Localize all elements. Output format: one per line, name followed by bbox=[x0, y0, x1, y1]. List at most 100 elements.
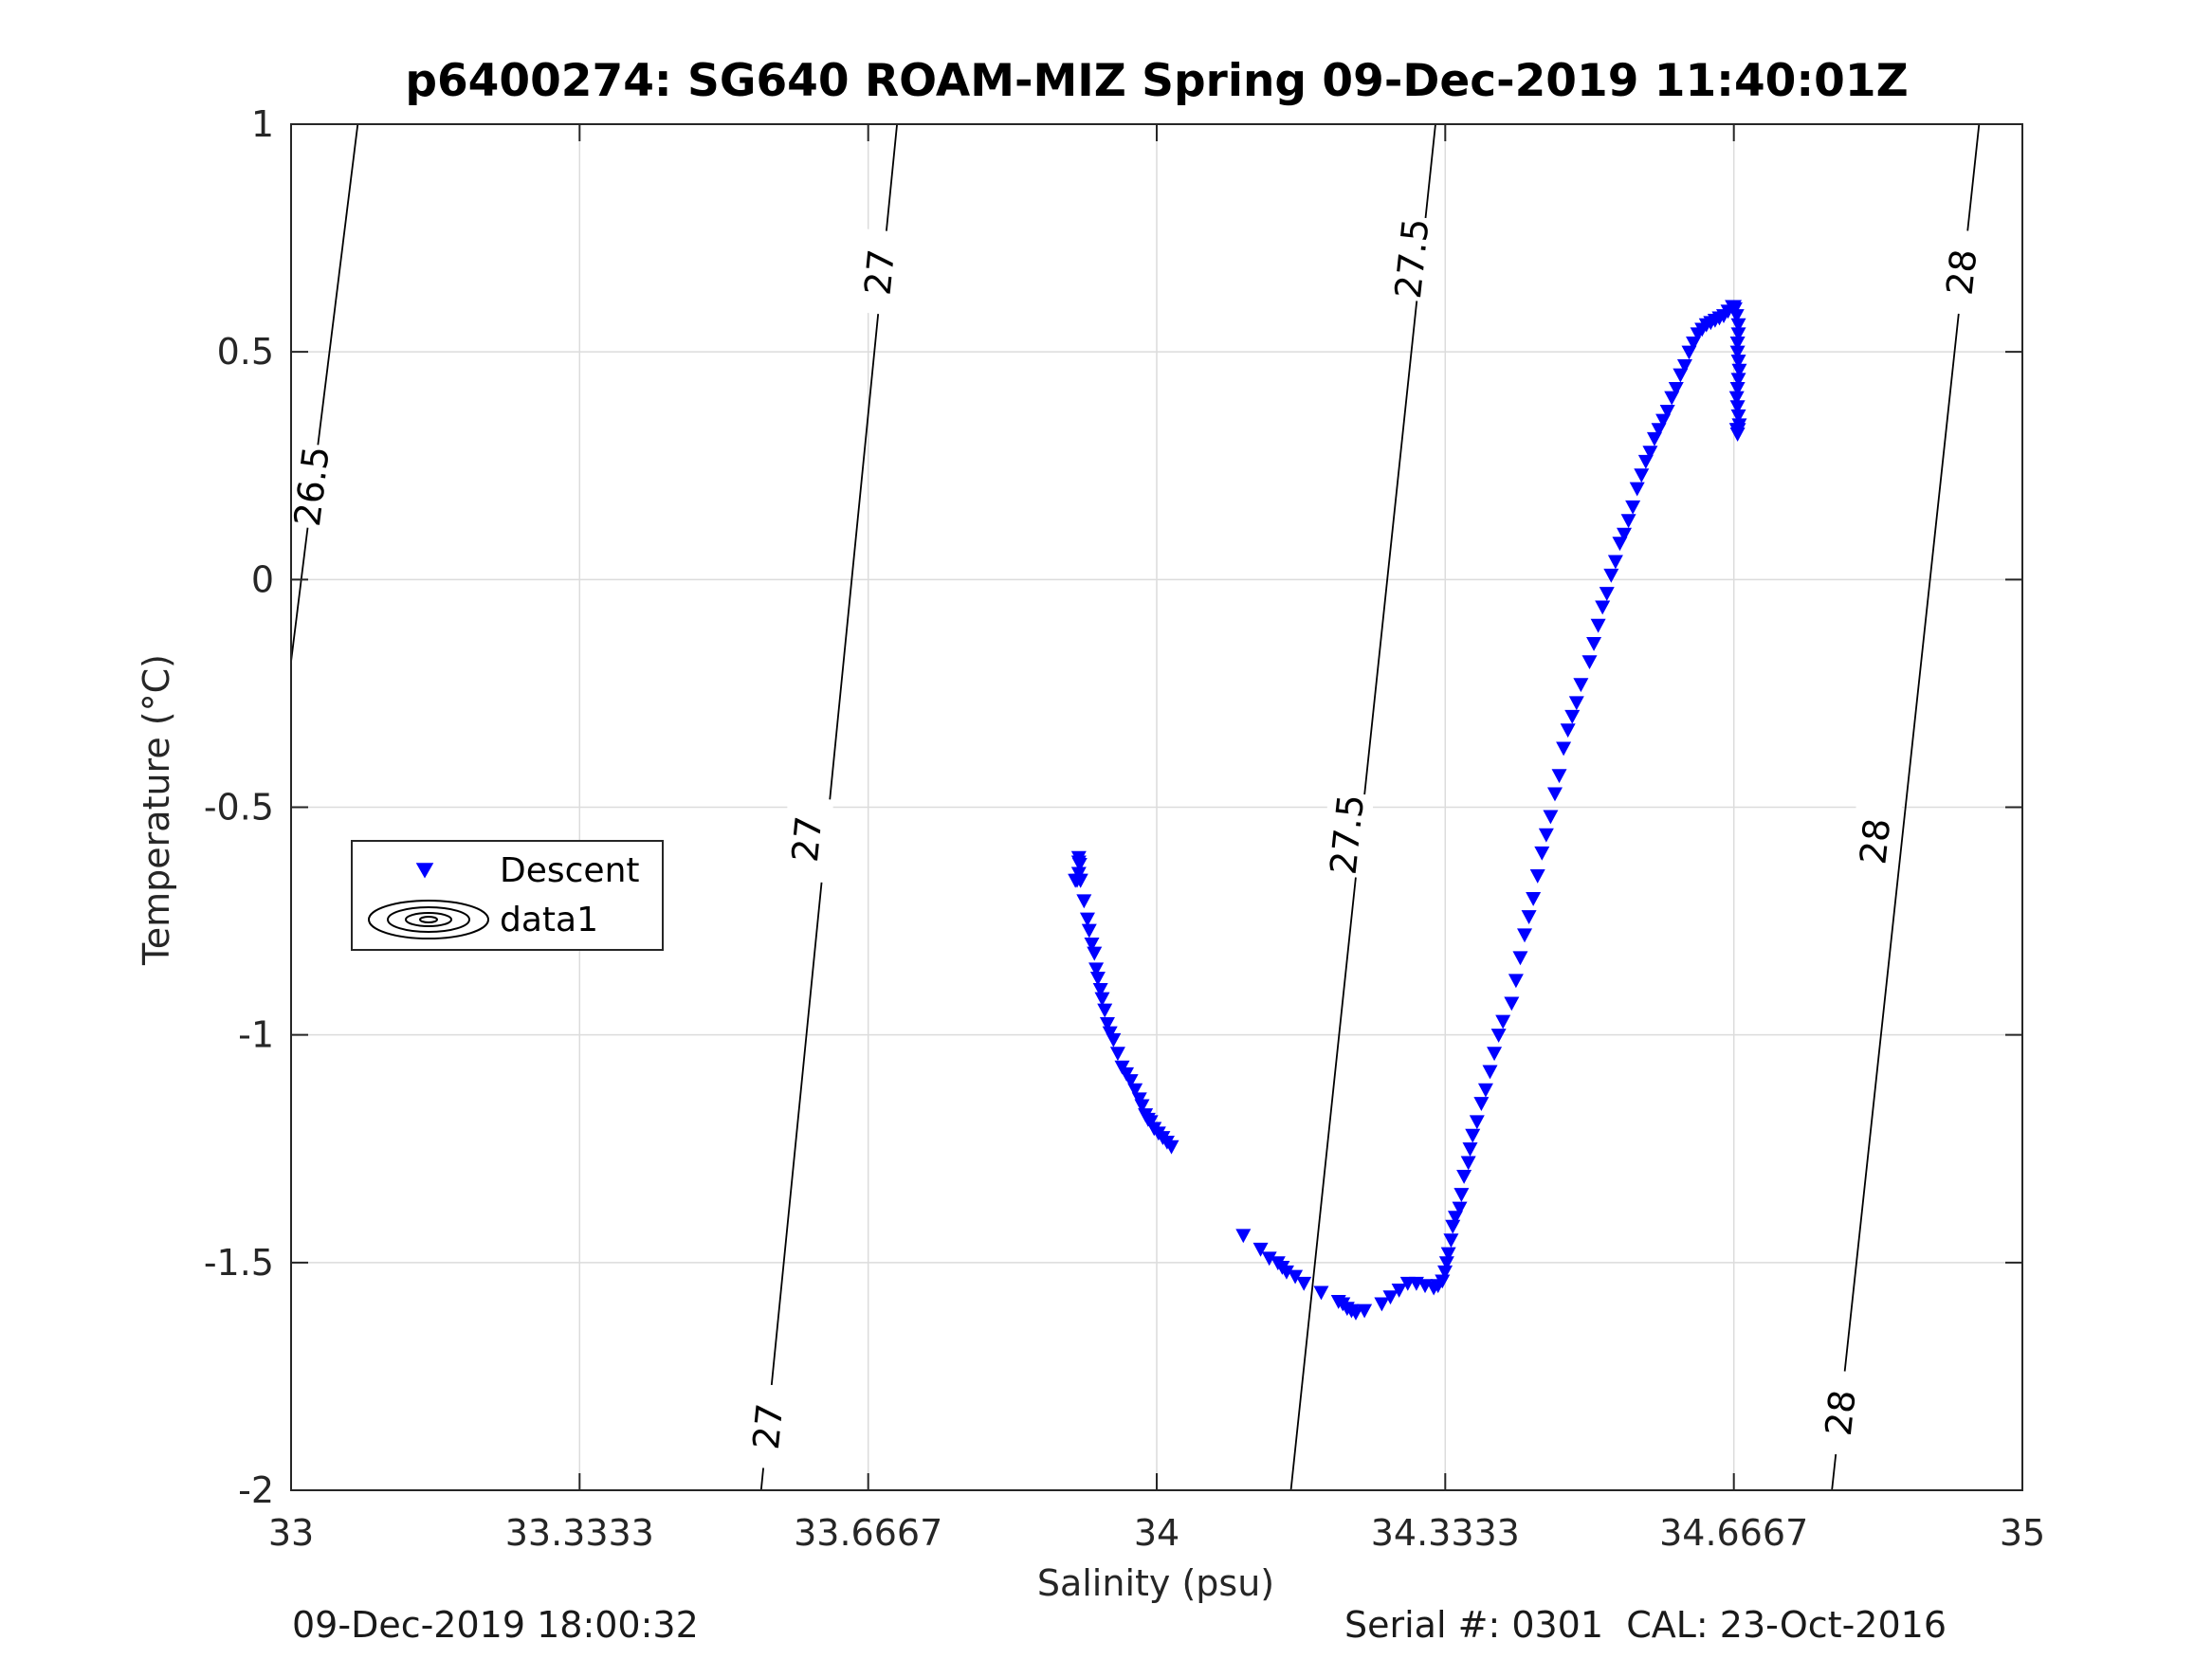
descent-point bbox=[1728, 391, 1745, 406]
descent-point bbox=[1504, 996, 1520, 1012]
descent-point bbox=[1313, 1285, 1329, 1301]
descent-point bbox=[1465, 1128, 1481, 1143]
descent-point bbox=[1629, 482, 1645, 497]
descent-point bbox=[1730, 373, 1746, 388]
descent-point bbox=[1637, 454, 1654, 469]
x-tick-label: 34.6667 bbox=[1659, 1512, 1808, 1554]
descent-point bbox=[1487, 1047, 1503, 1062]
grid bbox=[290, 123, 2023, 1491]
x-tick-label: 33.6667 bbox=[794, 1512, 942, 1554]
descent-point bbox=[1599, 587, 1615, 602]
descent-point bbox=[1664, 391, 1680, 406]
descent-point bbox=[1081, 923, 1097, 939]
descent-point bbox=[1668, 381, 1684, 396]
contour-label: 27 bbox=[745, 1402, 792, 1451]
descent-point bbox=[1646, 431, 1662, 447]
descent-point bbox=[1106, 1032, 1122, 1048]
contour-label-bg bbox=[1320, 791, 1375, 879]
y-tick-label: 0 bbox=[251, 558, 274, 600]
descent-point bbox=[1508, 974, 1524, 989]
descent-point bbox=[1119, 1066, 1135, 1082]
descent-point bbox=[1453, 1188, 1470, 1203]
descent-point bbox=[1456, 1169, 1472, 1184]
descent-point bbox=[1568, 696, 1584, 711]
contour-label-bg bbox=[852, 228, 907, 317]
descent-point bbox=[1163, 1139, 1179, 1155]
descent-point bbox=[1603, 568, 1619, 583]
descent-point bbox=[1730, 409, 1746, 424]
descent-point bbox=[1435, 1274, 1451, 1289]
contour-label-bg bbox=[1813, 1369, 1868, 1457]
descent-point bbox=[1551, 769, 1567, 784]
descent-point bbox=[1089, 972, 1106, 986]
descent-point bbox=[1560, 723, 1576, 738]
x-tick-label: 33.3333 bbox=[505, 1512, 654, 1554]
descent-point bbox=[1094, 992, 1110, 1007]
legend-data1-label: data1 bbox=[500, 901, 598, 939]
descent-point bbox=[1728, 423, 1745, 438]
descent-point bbox=[1686, 336, 1702, 351]
descent-point bbox=[1076, 894, 1092, 909]
descent-point bbox=[1676, 358, 1692, 374]
descent-point bbox=[1092, 983, 1108, 997]
descent-point bbox=[1477, 1083, 1493, 1098]
descent-point bbox=[1357, 1304, 1373, 1319]
contour-label: 27.5 bbox=[1387, 216, 1437, 301]
descent-point bbox=[1382, 1290, 1398, 1305]
descent-point bbox=[1109, 1047, 1125, 1062]
contour-label: 28 bbox=[1852, 816, 1898, 866]
descent-point bbox=[1469, 1115, 1485, 1130]
descent-point bbox=[1642, 446, 1658, 461]
descent-point bbox=[1084, 938, 1100, 952]
descent-point bbox=[1729, 381, 1746, 396]
descent-point bbox=[1462, 1142, 1478, 1158]
descent-point bbox=[1102, 1026, 1118, 1041]
y-tick-label: -2 bbox=[238, 1469, 274, 1511]
descent-point bbox=[1543, 810, 1559, 825]
y-tick-label: 0.5 bbox=[217, 331, 274, 373]
descent-point bbox=[1581, 655, 1598, 670]
x-tick-label: 34 bbox=[1134, 1512, 1179, 1554]
descent-point bbox=[1072, 873, 1088, 888]
x-tick-label: 34.3333 bbox=[1371, 1512, 1520, 1554]
descent-point bbox=[1079, 912, 1095, 927]
y-tick-label: -0.5 bbox=[204, 787, 274, 829]
density-contour-line bbox=[290, 123, 359, 662]
contour-label: 26.5 bbox=[286, 444, 338, 528]
x-axis-label: Salinity (psu) bbox=[1037, 1562, 1274, 1604]
descent-point bbox=[1296, 1276, 1312, 1291]
descent-point bbox=[1556, 741, 1572, 757]
descent-point bbox=[1087, 946, 1103, 961]
descent-point bbox=[1099, 1017, 1115, 1031]
descent-point bbox=[1607, 555, 1623, 570]
descent-point bbox=[1529, 868, 1545, 884]
legend-descent-label: Descent bbox=[500, 851, 640, 890]
descent-point bbox=[1235, 1229, 1252, 1244]
density-contour-line bbox=[1831, 123, 1981, 1491]
legend-box bbox=[351, 840, 664, 951]
footer-timestamp: 09-Dec-2019 18:00:32 bbox=[292, 1604, 699, 1646]
descent-point bbox=[1526, 891, 1542, 906]
descent-point bbox=[1586, 636, 1602, 651]
descent-point bbox=[1730, 327, 1746, 342]
descent-point bbox=[1729, 400, 1746, 415]
descent-point bbox=[1347, 1306, 1363, 1321]
descent-point bbox=[1595, 600, 1611, 615]
descent-point bbox=[1620, 514, 1636, 529]
descent-point bbox=[1131, 1092, 1147, 1107]
descent-point bbox=[1534, 846, 1550, 861]
descent-series bbox=[1068, 300, 1747, 1321]
descent-point bbox=[1731, 363, 1747, 378]
contour-label-bg bbox=[1848, 797, 1903, 885]
descent-point bbox=[1440, 1247, 1456, 1262]
descent-point bbox=[1521, 910, 1537, 925]
descent-point bbox=[1134, 1099, 1150, 1114]
chart-title: p6400274: SG640 ROAM-MIZ Spring 09-Dec-2… bbox=[405, 55, 1909, 107]
descent-point bbox=[1625, 500, 1641, 515]
descent-point bbox=[1473, 1097, 1490, 1111]
descent-point bbox=[1445, 1219, 1461, 1234]
y-tick-label: -1 bbox=[238, 1014, 274, 1056]
axis-ticks bbox=[290, 123, 2023, 1491]
descent-point bbox=[1612, 537, 1628, 552]
